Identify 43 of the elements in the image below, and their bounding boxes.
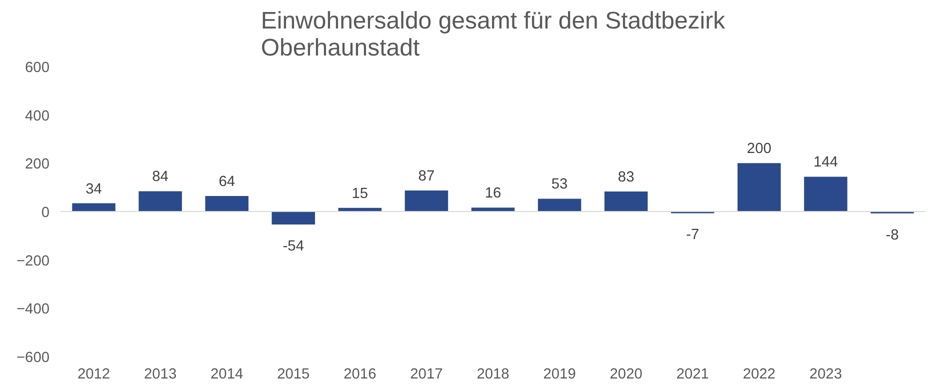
y-tick-label: 600 (25, 60, 50, 76)
bar (538, 198, 582, 212)
y-tick-label: 0 (41, 205, 50, 221)
x-tick-label: 2021 (676, 366, 709, 382)
data-label: 87 (418, 168, 435, 184)
data-label: 200 (746, 141, 772, 158)
y-tick-label: −400 (16, 302, 50, 318)
y-tick-label: 200 (25, 156, 50, 173)
x-tick-label: 2013 (144, 366, 177, 382)
x-tick-label: 2012 (77, 366, 110, 382)
data-label: -7 (686, 227, 700, 244)
data-label: 83 (618, 169, 634, 186)
y-tick-label: −200 (16, 253, 50, 270)
x-tick-label: 2016 (344, 366, 376, 382)
x-tick-label: 2017 (410, 366, 443, 382)
x-tick-label: 2019 (543, 366, 576, 382)
bar (471, 208, 515, 212)
x-tick-label: 2018 (476, 366, 510, 382)
bar (738, 163, 781, 212)
data-label: 16 (484, 186, 502, 202)
x-tick-label: 2022 (742, 366, 776, 382)
bar (604, 191, 648, 212)
data-label: 144 (813, 154, 838, 171)
bar (72, 203, 116, 212)
y-tick-label: 400 (25, 108, 50, 124)
x-tick-label: 2014 (210, 366, 244, 382)
data-label: 15 (352, 186, 368, 202)
bar (404, 190, 448, 212)
y-tick-label: −600 (16, 350, 50, 366)
x-tick-label: 2015 (277, 366, 310, 382)
bar (205, 196, 248, 212)
data-label: 84 (152, 169, 168, 186)
data-label: 53 (551, 176, 568, 193)
bar (138, 191, 182, 212)
chart-title: Einwohnersaldo gesamt für den Stadtbezirk Oberhaunstadt (260, 8, 726, 62)
data-label: 34 (86, 181, 102, 198)
data-label: -8 (886, 227, 899, 244)
data-label: -54 (282, 238, 304, 255)
bar (804, 176, 848, 212)
data-label: 64 (218, 174, 236, 190)
x-tick-label: 2020 (610, 366, 642, 382)
x-tick-label: 2023 (809, 366, 842, 382)
bar (272, 212, 316, 225)
